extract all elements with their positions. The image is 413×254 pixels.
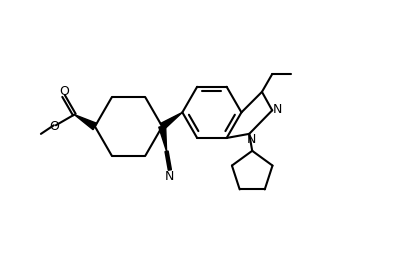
Text: N: N bbox=[247, 133, 256, 146]
Polygon shape bbox=[159, 126, 166, 152]
Text: N: N bbox=[165, 169, 175, 182]
Polygon shape bbox=[160, 113, 183, 130]
Text: O: O bbox=[49, 120, 59, 133]
Text: O: O bbox=[59, 85, 69, 98]
Polygon shape bbox=[74, 115, 97, 130]
Text: N: N bbox=[273, 102, 282, 115]
